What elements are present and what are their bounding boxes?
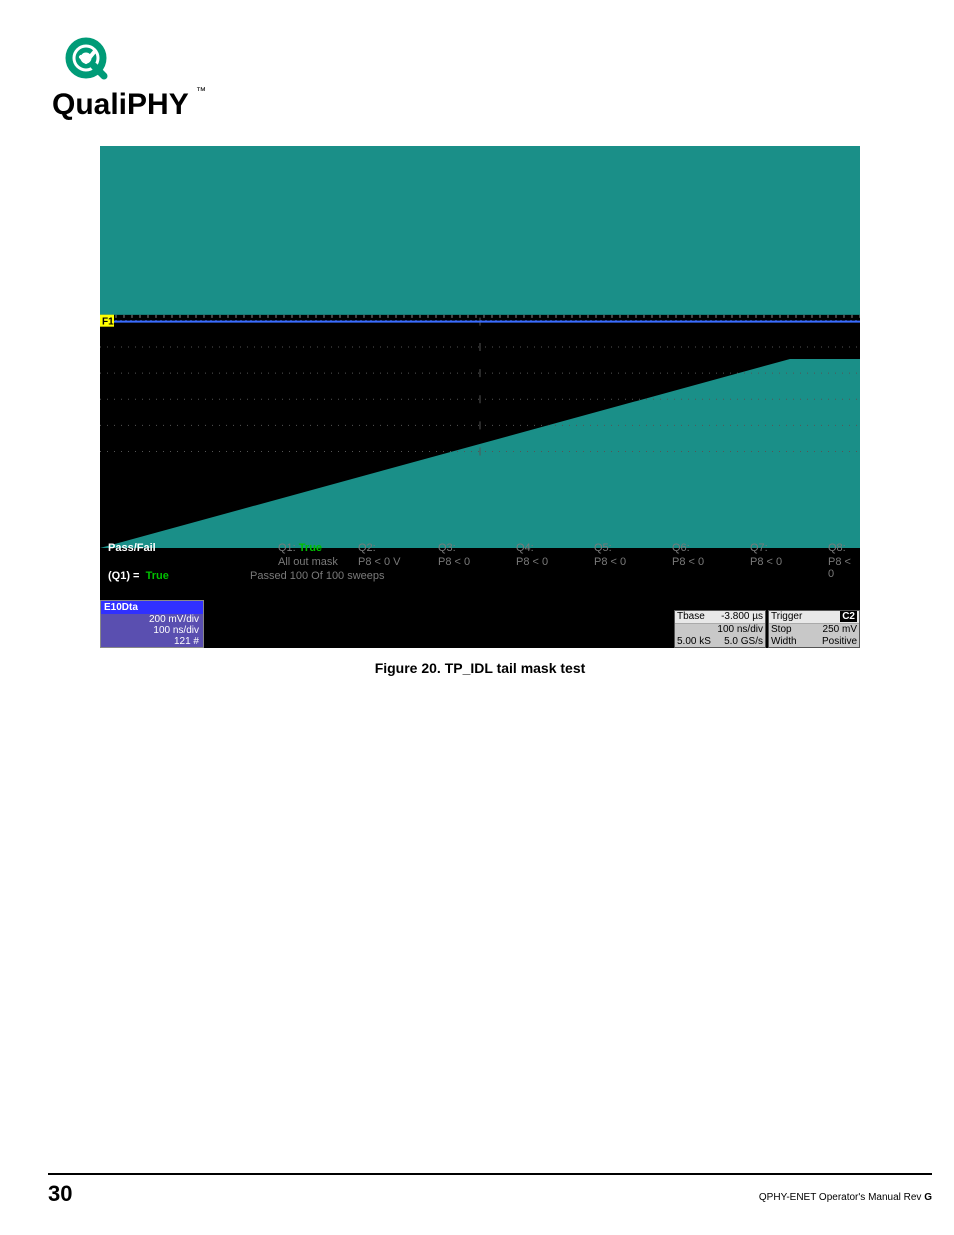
doc-id: QPHY-ENET Operator's Manual Rev G bbox=[759, 1192, 932, 1203]
figure-caption: Figure 20. TP_IDL tail mask test bbox=[100, 660, 860, 676]
logo-mark-icon bbox=[69, 41, 104, 76]
timebase-box: Tbase-3.800 µs100 ns/div5.00 kS5.0 GS/s bbox=[674, 610, 766, 648]
svg-text:F1: F1 bbox=[102, 317, 114, 328]
qualiphy-logo: QualiPHY ™ bbox=[48, 32, 218, 137]
passfail-panel: Pass/FailQ1: TrueQ2:Q3:Q4:Q5:Q6:Q7:Q8: A… bbox=[100, 542, 860, 584]
footer-rule bbox=[48, 1173, 932, 1175]
doc-id-prefix: QPHY-ENET Operator's Manual Rev bbox=[759, 1192, 924, 1203]
trigger-box: TriggerC2Stop250 mVWidthPositive bbox=[768, 610, 860, 648]
doc-id-rev: G bbox=[924, 1192, 932, 1203]
scope-footer: E10Dta200 mV/div100 ns/div121 # Tbase-3.… bbox=[100, 596, 860, 648]
logo-text: QualiPHY bbox=[52, 88, 189, 121]
oscilloscope-screenshot: F1 Pass/FailQ1: TrueQ2:Q3:Q4:Q5:Q6:Q7:Q8… bbox=[100, 146, 860, 648]
trademark-symbol: ™ bbox=[196, 86, 206, 97]
trace-descriptor-box: E10Dta200 mV/div100 ns/div121 # bbox=[100, 600, 204, 648]
page-number: 30 bbox=[48, 1181, 72, 1207]
